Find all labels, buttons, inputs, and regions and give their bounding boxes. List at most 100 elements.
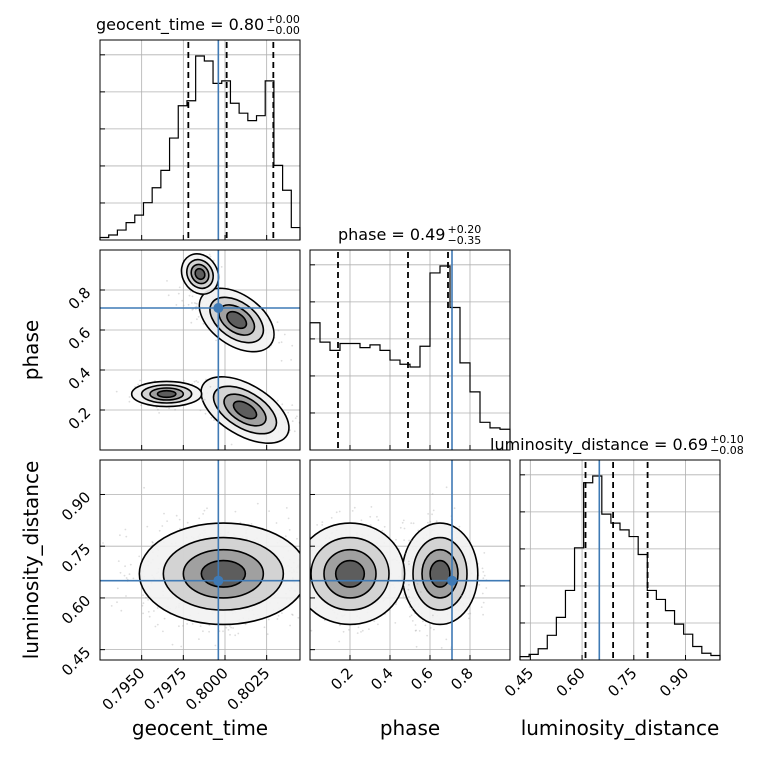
scatter-point [361, 629, 364, 632]
scatter-point [403, 527, 406, 530]
density-contour-3 [429, 559, 451, 588]
scatter-point [307, 565, 309, 567]
scatter-point [307, 573, 309, 575]
scatter-point [291, 613, 293, 616]
density-contour-3 [156, 389, 177, 399]
scatter-point [191, 295, 194, 298]
scatter-point [208, 253, 211, 256]
scatter-point [163, 617, 166, 620]
scatter-point [191, 623, 194, 625]
scatter-point [158, 412, 161, 414]
scatter-point [414, 624, 417, 626]
scatter-point [213, 259, 215, 262]
scatter-point [431, 493, 434, 495]
truth-point-geocent_time|luminosity_distance [213, 575, 224, 586]
scatter-point [166, 520, 169, 522]
histogram-luminosity_distance [519, 475, 721, 660]
scatter-point [291, 344, 294, 347]
scatter-point [143, 486, 146, 489]
scatter-point [267, 618, 270, 621]
scatter-point [287, 517, 290, 520]
scatter-point [285, 507, 288, 509]
scatter-point [137, 383, 140, 386]
scatter-point [321, 521, 324, 523]
scatter-point [120, 609, 123, 612]
scatter-point [415, 645, 418, 648]
scatter-point [116, 601, 118, 604]
scatter-point [227, 629, 230, 631]
scatter-point [414, 629, 417, 632]
scatter-point [125, 577, 128, 579]
scatter-point [304, 588, 306, 590]
x-axis-label-phase: phase [380, 716, 440, 740]
scatter-point [157, 408, 159, 411]
scatter-point [445, 638, 448, 641]
scatter-point [117, 560, 120, 562]
panel-title-sup-luminosity_distance: +0.10 [710, 433, 744, 446]
scatter-point [229, 633, 231, 636]
scatter-point [307, 547, 309, 549]
scatter-point [303, 524, 305, 526]
scatter-point [431, 513, 433, 516]
scatter-point [178, 286, 181, 289]
scatter-point [360, 519, 363, 522]
scatter-point [140, 404, 142, 407]
scatter-point [302, 583, 304, 585]
panel-title-sub-geocent_time: −0.00 [266, 24, 300, 37]
scatter-point [284, 535, 287, 538]
scatter-point [90, 609, 92, 611]
scatter-point [145, 596, 147, 599]
scatter-point [138, 555, 141, 558]
scatter-point [208, 630, 211, 633]
x-tick-label-luminosity_distance: 0.90 [656, 664, 692, 700]
scatter-point [202, 630, 204, 633]
panel-title-luminosity_distance: luminosity_distance = 0.69 [490, 435, 708, 455]
scatter-point [409, 615, 411, 618]
scatter-point [415, 629, 417, 632]
scatter-point [196, 318, 198, 321]
scatter-point [158, 529, 161, 532]
scatter-point [306, 576, 308, 578]
scatter-point [416, 583, 419, 585]
scatter-point [276, 618, 279, 620]
scatter-point [302, 607, 304, 609]
scatter-point [402, 519, 405, 522]
scatter-point [351, 510, 354, 512]
scatter-point [408, 596, 410, 598]
scatter-point [370, 506, 373, 508]
scatter-point [411, 620, 414, 622]
scatter-point [195, 305, 198, 308]
scatter-point [427, 513, 429, 515]
scatter-point [280, 341, 283, 344]
scatter-point [289, 624, 291, 627]
scatter-point [433, 628, 435, 631]
scatter-point [308, 598, 310, 600]
scatter-point [179, 527, 181, 530]
scatter-point [201, 399, 204, 402]
scatter-point [229, 625, 231, 627]
x-tick-label-luminosity_distance: 0.75 [604, 664, 640, 700]
scatter-point [483, 574, 486, 577]
scatter-point [307, 537, 309, 539]
axes-frame-phase|luminosity_distance [309, 459, 511, 661]
scatter-point [407, 560, 410, 563]
scatter-point [188, 294, 191, 297]
scatter-point [407, 588, 410, 591]
scatter-point [369, 524, 372, 526]
scatter-point [429, 627, 432, 629]
scatter-point [316, 524, 318, 526]
scatter-point [196, 303, 198, 305]
panel-title-sub-phase: −0.35 [447, 234, 481, 247]
scatter-point [277, 614, 280, 617]
scatter-point [175, 514, 178, 517]
scatter-point [148, 615, 151, 618]
scatter-point [203, 509, 206, 512]
scatter-point [294, 417, 297, 419]
x-tick-label-geocent_time: 0.7975 [140, 664, 190, 714]
scatter-point [191, 302, 193, 304]
scatter-point [147, 599, 150, 601]
scatter-point [408, 600, 411, 603]
scatter-point [383, 525, 386, 528]
scatter-point [305, 588, 307, 590]
scatter-point [424, 624, 427, 627]
